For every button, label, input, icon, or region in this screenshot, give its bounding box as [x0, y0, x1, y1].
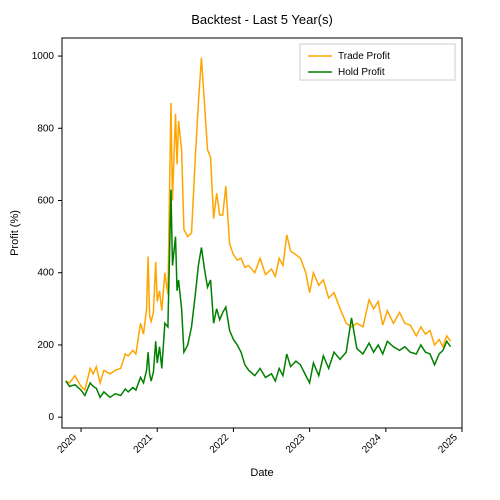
- series-trade-profit: [66, 58, 451, 390]
- chart-svg: 0 200 400 600 800 1000 2020 2021 2022 2023 2024 202…: [0, 0, 500, 500]
- x-tick-label: 2023: [284, 432, 308, 456]
- backtest-chart: 0 200 400 600 800 1000 2020 2021 2022 2023 2024 202…: [0, 0, 500, 500]
- y-axis-label: Profit (%): [9, 210, 21, 256]
- legend-label: Trade Profit: [338, 51, 390, 62]
- y-tick-label: 600: [37, 196, 54, 207]
- y-tick-label: 800: [37, 123, 54, 134]
- y-tick-label: 200: [37, 340, 54, 351]
- x-axis-label: Date: [250, 467, 273, 479]
- y-tick-label: 400: [37, 268, 54, 279]
- x-tick-label: 2021: [132, 432, 156, 456]
- x-tick-label: 2022: [208, 432, 232, 456]
- y-tick-label: 1000: [32, 51, 55, 62]
- chart-title: Backtest - Last 5 Year(s): [191, 12, 333, 27]
- y-tick-label: 0: [48, 412, 54, 423]
- series-hold-profit: [66, 190, 451, 398]
- x-tick-label: 2024: [360, 432, 384, 456]
- plot-border: [62, 38, 462, 428]
- x-tick-label: 2020: [55, 432, 79, 456]
- legend-label: Hold Profit: [338, 67, 385, 78]
- x-tick-label: 2025: [436, 432, 460, 456]
